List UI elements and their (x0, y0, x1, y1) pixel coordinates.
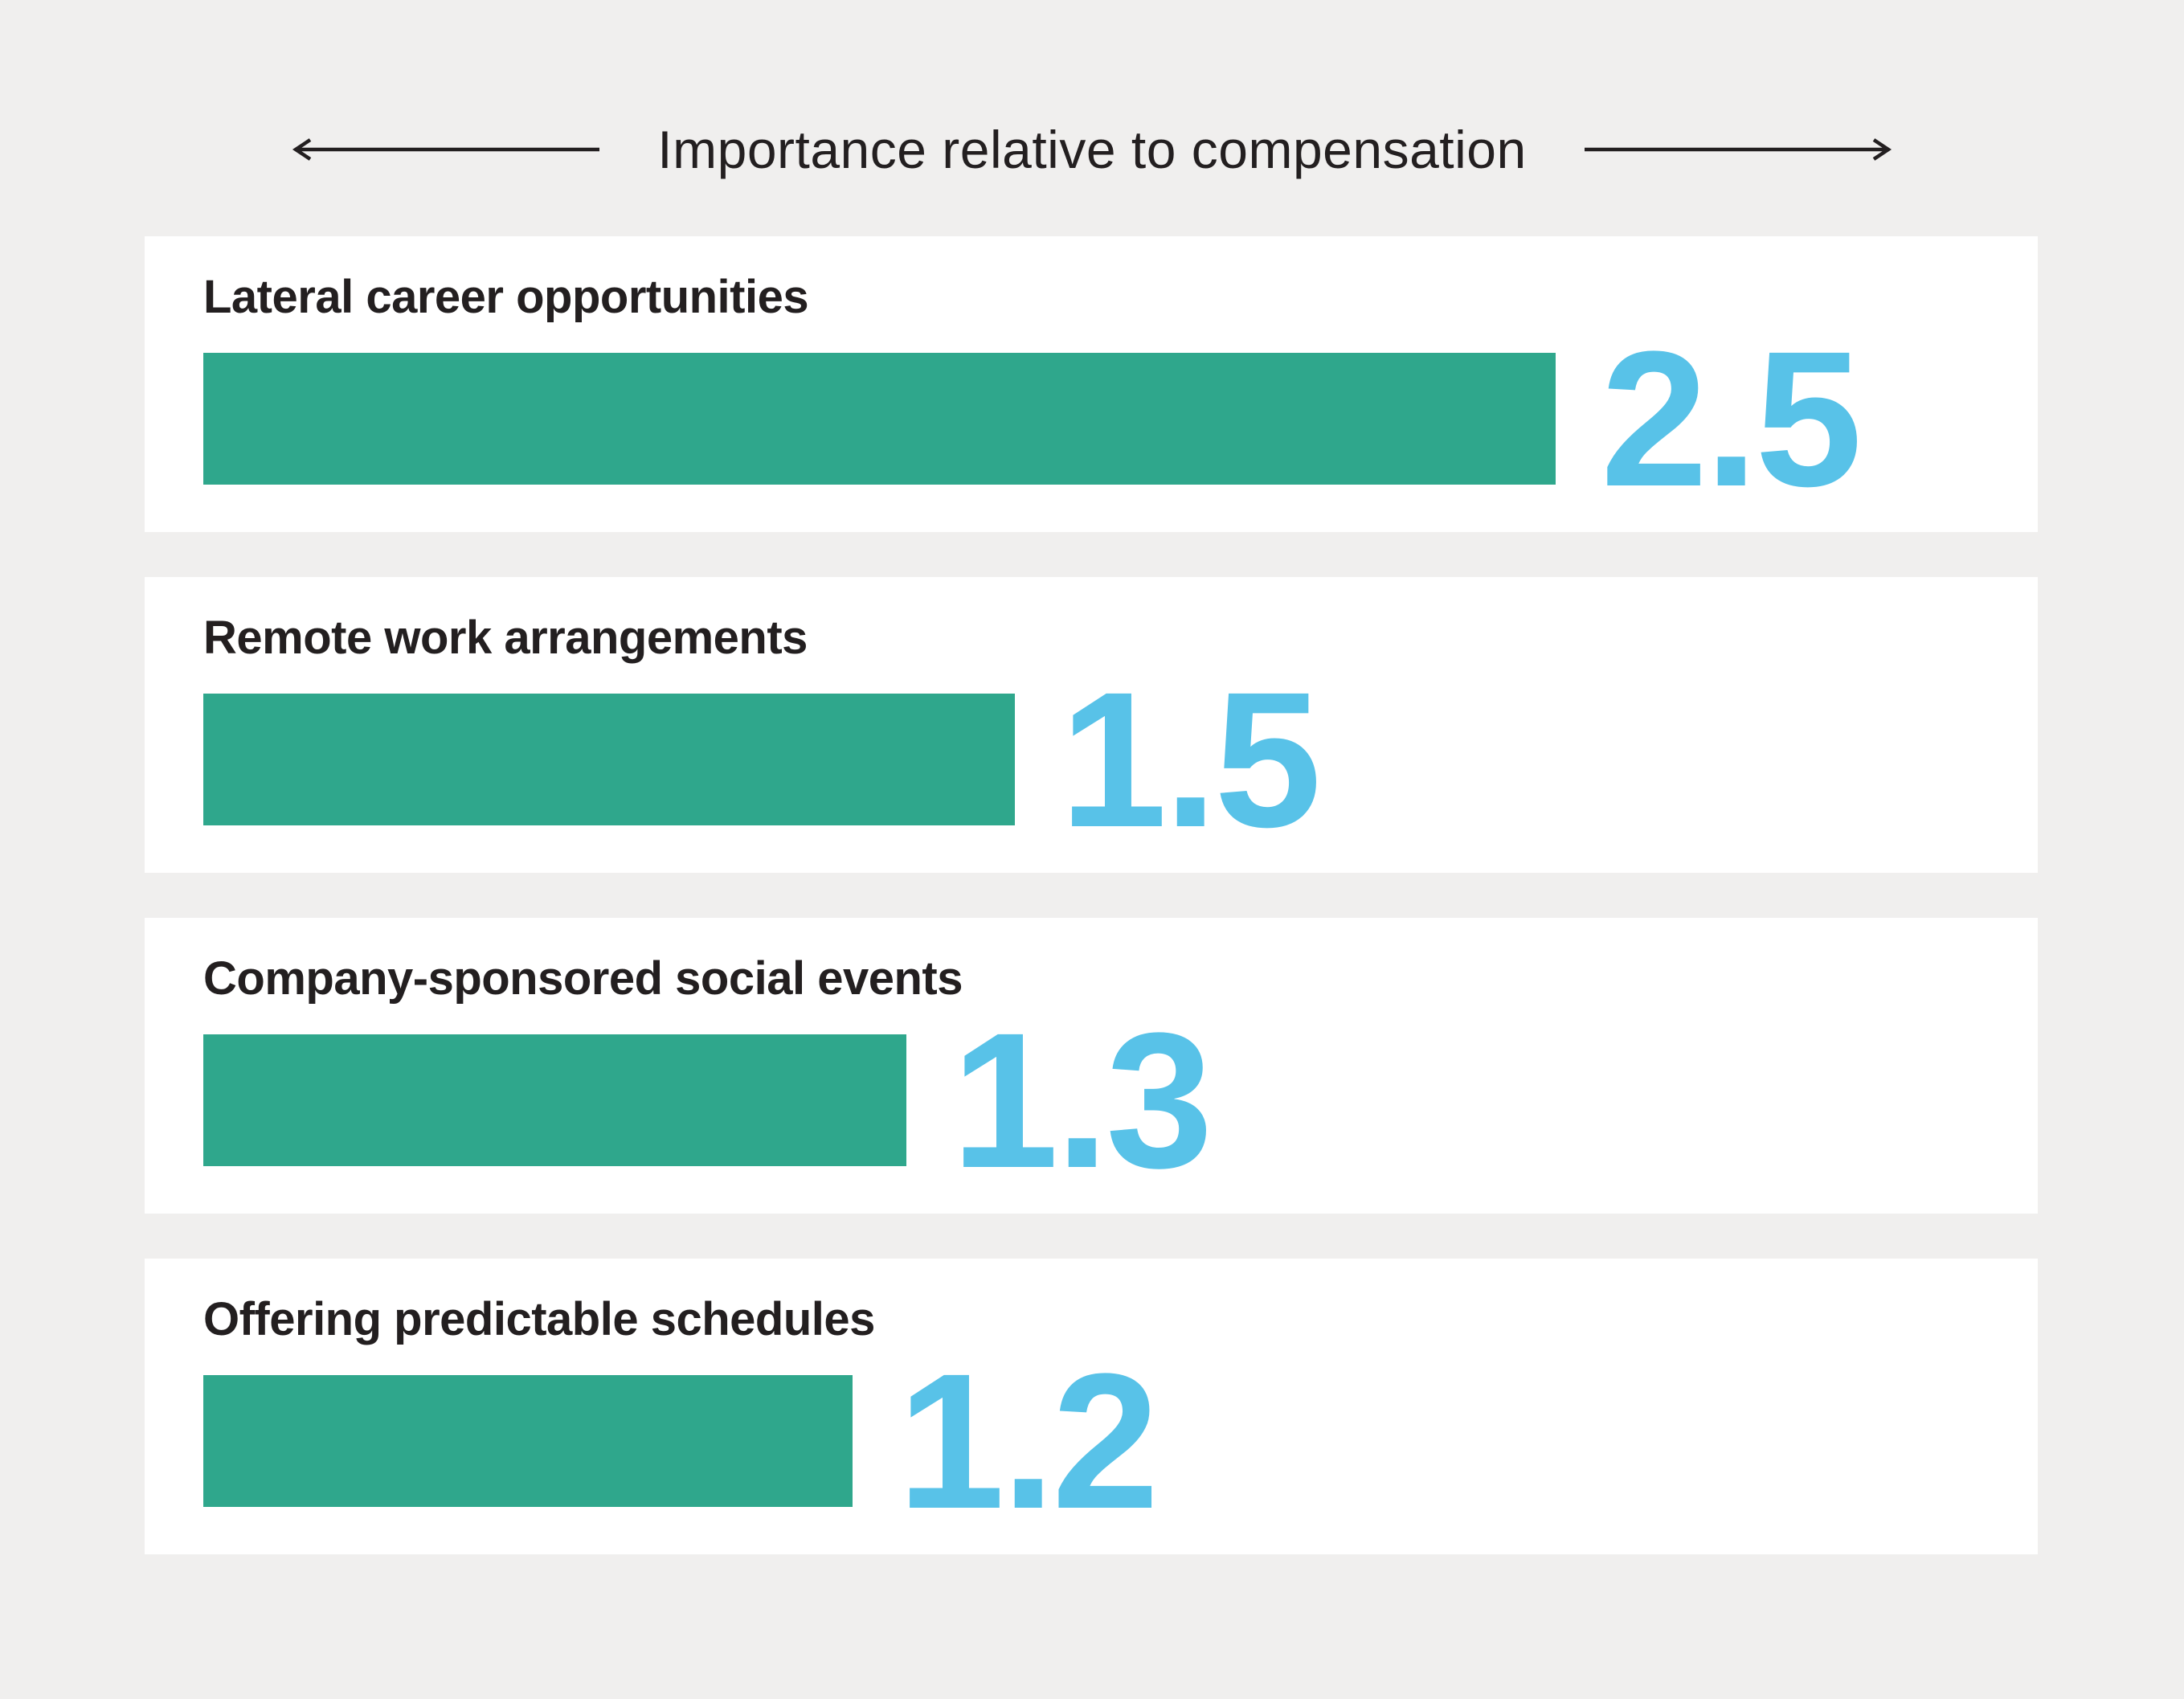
bar-row: 2.5 (203, 310, 2038, 526)
value-bar (203, 1034, 906, 1166)
value-label: 1.2 (898, 1333, 1159, 1549)
chart-title-row: Importance relative to compensation (0, 0, 2184, 180)
category-label: Offering predictable schedules (203, 1293, 875, 1345)
value-bar (203, 693, 1015, 825)
right-arrow-icon (1584, 138, 1892, 161)
value-label: 2.5 (1601, 310, 1863, 526)
category-label: Lateral career opportunities (203, 271, 809, 323)
bar-row: 1.2 (203, 1333, 2038, 1549)
value-label: 1.5 (1060, 651, 1322, 867)
bar-row: 1.3 (203, 992, 2038, 1208)
category-label: Company-sponsored social events (203, 952, 963, 1005)
chart-row: Company-sponsored social events 1.3 (145, 918, 2038, 1214)
bar-row: 1.5 (203, 651, 2038, 867)
category-label: Remote work arrangements (203, 612, 808, 664)
bar-chart: Lateral career opportunities 2.5 Remote … (145, 236, 2038, 1554)
value-bar (203, 352, 1556, 485)
value-bar (203, 1374, 853, 1507)
left-arrow-icon (292, 138, 600, 161)
chart-title: Importance relative to compensation (657, 120, 1527, 179)
chart-row: Remote work arrangements 1.5 (145, 577, 2038, 873)
value-label: 1.3 (951, 992, 1213, 1208)
chart-row: Lateral career opportunities 2.5 (145, 236, 2038, 532)
chart-row: Offering predictable schedules 1.2 (145, 1259, 2038, 1554)
